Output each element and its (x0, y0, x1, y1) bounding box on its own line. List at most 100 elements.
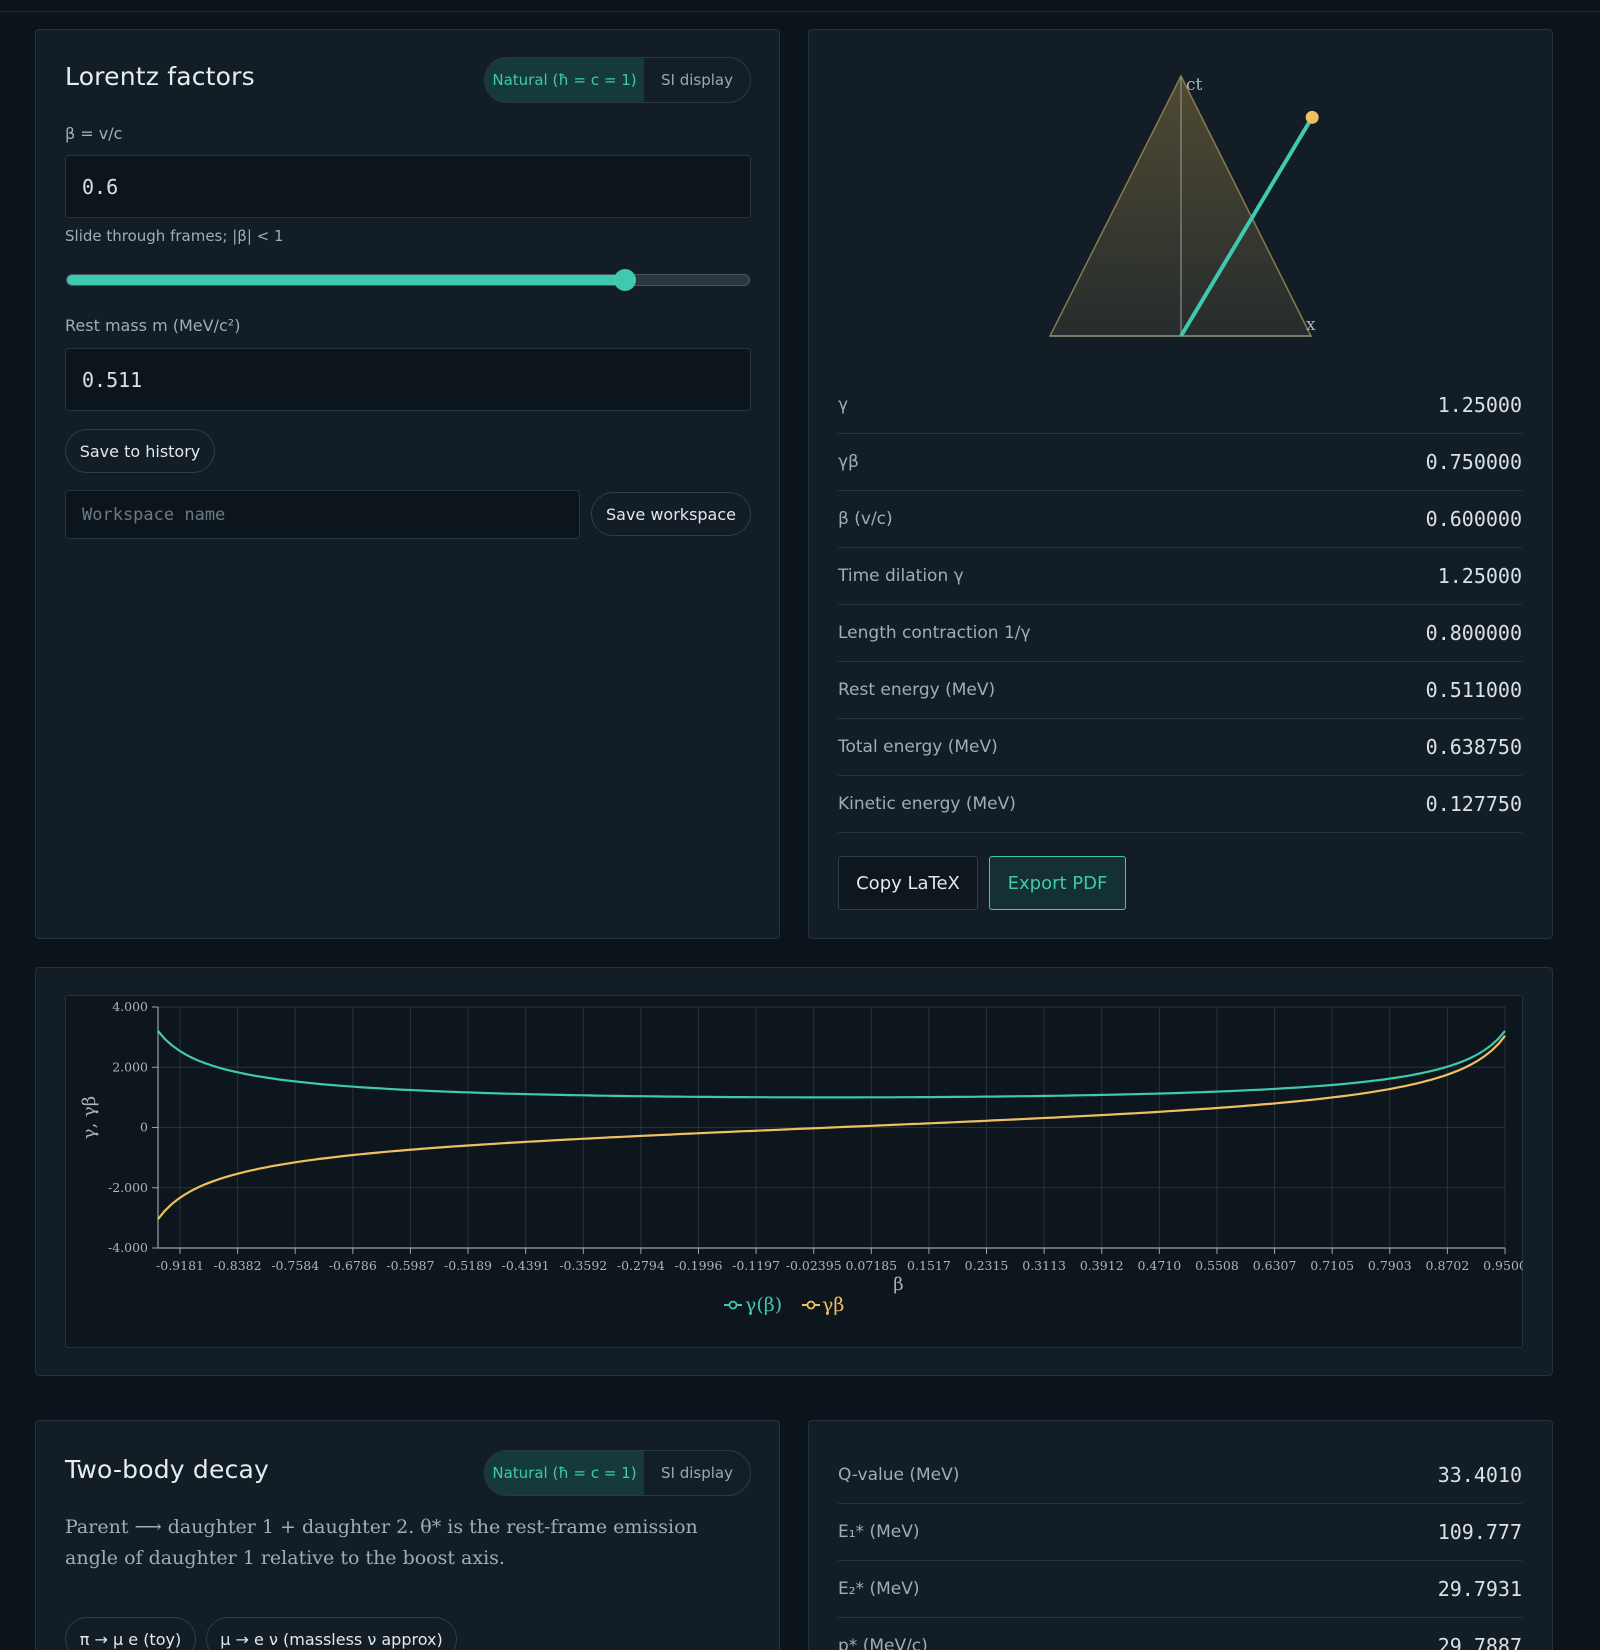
worldline (1179, 116, 1314, 338)
y-tick-label: -2.000 (108, 1180, 148, 1195)
result-key: β (v/c) (838, 509, 893, 529)
result-value: 0.600000 (1425, 507, 1522, 531)
result-row: β (v/c) 0.600000 (838, 491, 1522, 548)
x-tick-label: 0.1517 (907, 1258, 951, 1273)
result-key: Total energy (MeV) (838, 737, 998, 757)
mass-input[interactable]: 0.511 (65, 348, 751, 411)
result-value: 0.511000 (1425, 678, 1522, 702)
legend-label: γβ (822, 1294, 844, 1316)
x-tick-label: 0.2315 (965, 1258, 1009, 1273)
series-line-gamma (157, 1030, 1506, 1099)
y-tick-label: 4.000 (112, 999, 148, 1014)
beta-slider-thumb[interactable] (614, 269, 636, 291)
save-workspace-button[interactable]: Save workspace (591, 492, 751, 536)
beta-slider-fill (67, 275, 625, 285)
x-tick-label: -0.8382 (214, 1258, 262, 1273)
x-tick-label: 0.07185 (845, 1258, 897, 1273)
result-row: γ 1.25000 (838, 377, 1522, 434)
x-tick-label: 0.9500 (1483, 1258, 1523, 1273)
result-row: γβ 0.750000 (838, 434, 1522, 491)
export-pdf-button[interactable]: Export PDF (989, 856, 1126, 910)
spacetime-diagram: ct x (1048, 74, 1319, 338)
result-row: Total energy (MeV) 0.638750 (838, 719, 1522, 776)
unit-toggle: Natural (ħ = c = 1) SI display (484, 57, 751, 103)
lorentz-title: Lorentz factors (65, 62, 255, 91)
decay-unit-natural-option[interactable]: Natural (ħ = c = 1) (485, 1451, 644, 1495)
decay-result-value: 29.7887 (1437, 1634, 1522, 1650)
worldline-endpoint (1305, 110, 1319, 124)
result-key: γ (838, 395, 849, 415)
result-value: 1.25000 (1437, 564, 1522, 588)
x-tick-label: -0.4391 (502, 1258, 550, 1273)
decay-result-row: E₂* (MeV) 29.7931 (838, 1561, 1522, 1618)
unit-natural-option[interactable]: Natural (ħ = c = 1) (485, 58, 644, 102)
preset-mu-e-nu[interactable]: μ → e ν (massless ν approx) (206, 1617, 457, 1650)
decay-card: Two-body decay Natural (ħ = c = 1) SI di… (35, 1420, 780, 1650)
x-tick-label: -0.1197 (732, 1258, 780, 1273)
decay-result-value: 29.7931 (1437, 1577, 1522, 1601)
decay-unit-toggle: Natural (ħ = c = 1) SI display (484, 1450, 751, 1496)
x-tick-label: -0.7584 (271, 1258, 319, 1273)
x-tick-label: 0.3113 (1022, 1258, 1066, 1273)
decay-result-value: 33.4010 (1437, 1463, 1522, 1487)
result-row: Rest energy (MeV) 0.511000 (838, 662, 1522, 719)
result-value: 0.800000 (1425, 621, 1522, 645)
beta-input[interactable]: 0.6 (65, 155, 751, 218)
decay-result-key: Q-value (MeV) (838, 1465, 960, 1485)
result-key: Time dilation γ (838, 566, 964, 586)
beta-label: β = v/c (65, 124, 123, 143)
decay-result-value: 109.777 (1437, 1520, 1522, 1544)
decay-results-card (808, 1420, 1553, 1650)
y-tick-label: 0 (140, 1120, 148, 1135)
x-tick-label: 0.3912 (1080, 1258, 1124, 1273)
decay-result-key: E₂* (MeV) (838, 1579, 920, 1599)
result-value: 1.25000 (1437, 393, 1522, 417)
x-tick-label: -0.5987 (386, 1258, 434, 1273)
decay-description: Parent ⟶ daughter 1 + daughter 2. θ* is … (65, 1516, 698, 1569)
x-tick-label: -0.2794 (617, 1258, 665, 1273)
result-key: Length contraction 1/γ (838, 623, 1031, 643)
gamma-chart: 4.000 2.000 0 -2.000 -4.000 -0.9181 -0.8382 -0.… (79, 999, 1523, 1316)
y-tick-label: 2.000 (112, 1059, 148, 1074)
result-key: γβ (838, 452, 859, 472)
beta-slider[interactable] (66, 269, 750, 291)
unit-si-option[interactable]: SI display (661, 71, 733, 89)
series-line-gamma-beta (157, 1035, 1506, 1220)
top-bar (0, 0, 1600, 12)
slider-hint: Slide through frames; |β| < 1 (65, 227, 284, 245)
x-tick-label: 0.7105 (1310, 1258, 1354, 1273)
x-tick-label: -0.5189 (444, 1258, 492, 1273)
legend-marker (806, 1300, 816, 1310)
decay-result-row: Q-value (MeV) 33.4010 (838, 1447, 1522, 1504)
result-value: 0.750000 (1425, 450, 1522, 474)
x-tick-label: -0.02395 (786, 1258, 842, 1273)
decay-result-key: E₁* (MeV) (838, 1522, 920, 1542)
legend-marker (728, 1300, 738, 1310)
x-tick-label: 0.5508 (1195, 1258, 1239, 1273)
y-axis-label: γ, γβ (79, 1096, 100, 1139)
result-row: Length contraction 1/γ 0.800000 (838, 605, 1522, 662)
x-tick-label: 0.8702 (1426, 1258, 1470, 1273)
x-tick-label: -0.1996 (674, 1258, 722, 1273)
save-history-button[interactable]: Save to history (65, 429, 215, 473)
x-tick-label: 0.4710 (1137, 1258, 1181, 1273)
mass-label: Rest mass m (MeV/c²) (65, 316, 241, 335)
decay-result-row: p* (MeV/c) 29.7887 (838, 1618, 1522, 1650)
x-tick-label: -0.3592 (559, 1258, 607, 1273)
result-key: Rest energy (MeV) (838, 680, 996, 700)
preset-pi-mu-e[interactable]: π → μ e (toy) (65, 1617, 196, 1650)
result-row: Kinetic energy (MeV) 0.127750 (838, 776, 1522, 833)
result-key: Kinetic energy (MeV) (838, 794, 1016, 814)
result-value: 0.127750 (1425, 792, 1522, 816)
result-value: 0.638750 (1425, 735, 1522, 759)
decay-result-row: E₁* (MeV) 109.777 (838, 1504, 1522, 1561)
lorentz-input-card: Lorentz factors Natural (ħ = c = 1) SI d… (35, 29, 780, 939)
x-axis-label: x (1306, 315, 1316, 335)
decay-unit-si-option[interactable]: SI display (661, 1464, 733, 1482)
legend-label: γ(β) (745, 1294, 782, 1316)
result-row: Time dilation γ 1.25000 (838, 548, 1522, 605)
decay-result-key: p* (MeV/c) (838, 1636, 928, 1650)
copy-latex-button[interactable]: Copy LaTeX (838, 856, 978, 910)
workspace-name-input[interactable]: Workspace name (65, 490, 580, 539)
chart-panel (65, 995, 1523, 1348)
